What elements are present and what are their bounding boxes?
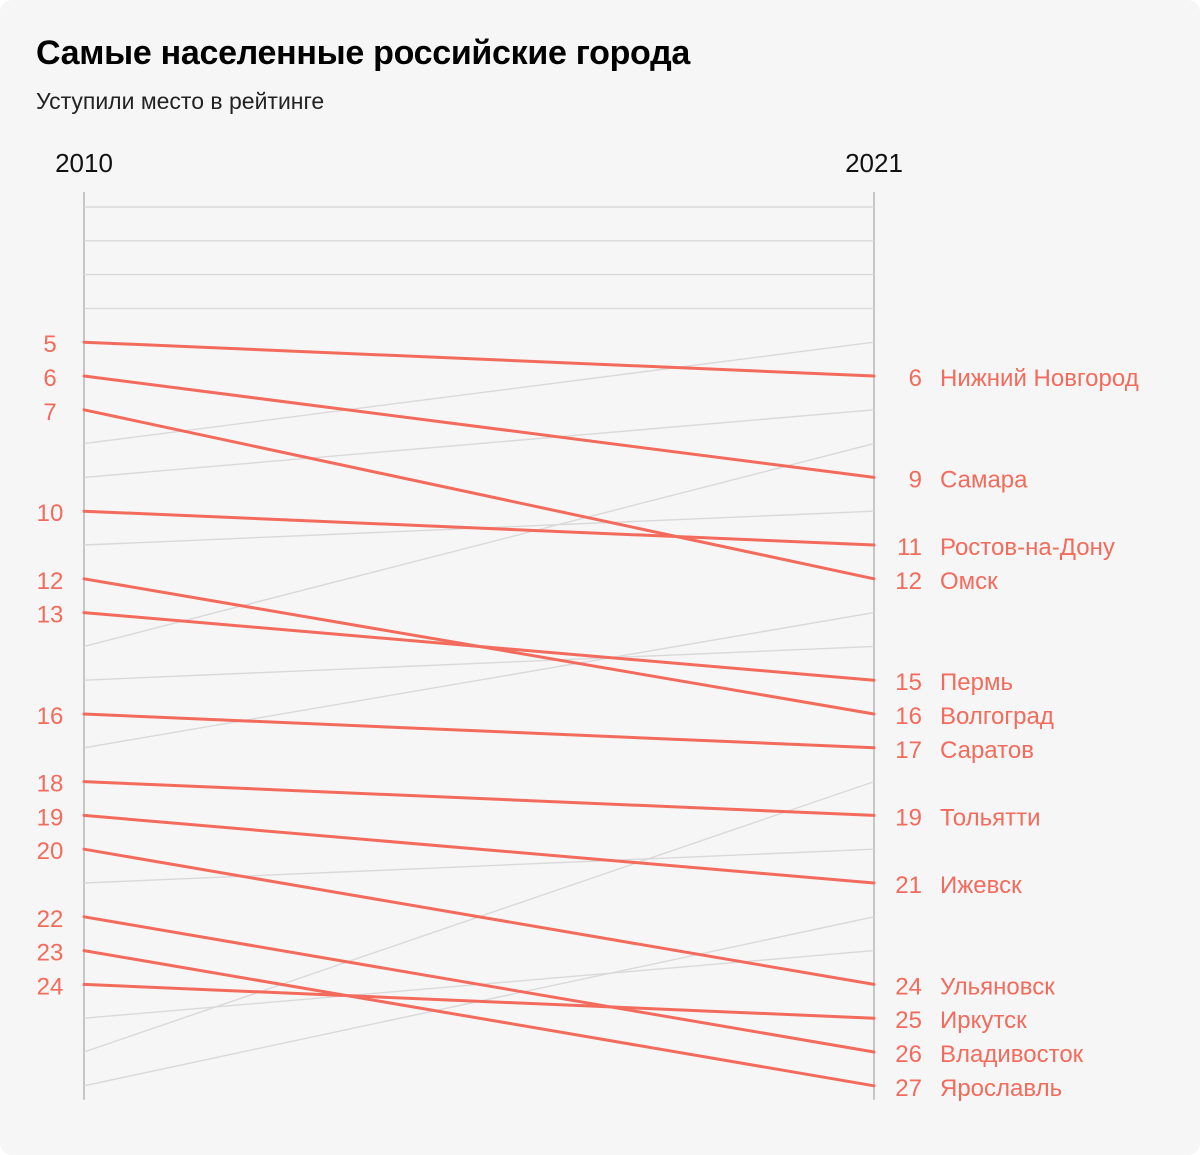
highlight-series-line [82,847,876,986]
background-series-line [83,341,875,445]
rank-label-2021: 6 [909,365,922,392]
background-series-line [83,409,875,479]
background-series-line [83,645,875,681]
rank-label-2021: 24 [895,973,922,1000]
rank-label-2021: 21 [895,872,922,899]
highlight-series-line [82,509,876,547]
city-label: Нижний Новгород [940,365,1139,392]
chart-title: Самые населенные российские города [36,34,690,72]
rank-label-2010: 10 [37,500,64,527]
background-series-line [83,611,875,749]
highlight-series-line [82,949,876,1088]
rank-label-2010: 22 [37,906,64,933]
rank-label-2010: 24 [37,973,64,1000]
rank-label-2010: 12 [37,568,64,595]
highlight-series-line [82,712,876,750]
highlight-series-line [82,982,876,1020]
rank-label-2021: 25 [895,1007,922,1034]
highlight-series-line [82,374,876,479]
city-label: Тольятти [940,804,1041,831]
rank-label-2010: 16 [37,703,64,730]
city-label: Иркутск [940,1007,1027,1034]
rank-label-2010: 5 [43,331,56,358]
city-label: Самара [940,466,1028,493]
rank-label-2010: 20 [37,838,64,865]
chart-subtitle: Уступили место в рейтинге [36,88,325,114]
rank-label-2021: 26 [895,1041,922,1068]
rank-label-2010: 7 [43,399,56,426]
city-label: Ростов-на-Дону [940,534,1115,561]
highlight-series-line [82,611,876,682]
city-label: Омск [940,568,998,595]
rank-label-2021: 12 [895,568,922,595]
rank-label-2021: 11 [897,534,922,561]
highlight-series-line [82,408,876,581]
city-label: Саратов [940,737,1034,764]
rank-label-2010: 19 [37,804,64,831]
rank-label-2021: 27 [895,1075,922,1102]
city-label: Владивосток [940,1041,1084,1068]
rank-label-2021: 9 [909,466,922,493]
rank-label-2010: 18 [37,771,64,798]
year-label-2010: 2010 [55,148,113,178]
city-label: Пермь [940,669,1013,696]
rank-label-2021: 19 [895,804,922,831]
background-series-line [83,442,875,648]
rank-label-2010: 6 [43,365,56,392]
rank-label-2021: 16 [895,703,922,730]
highlight-series-line [82,915,876,1054]
rank-label-2010: 13 [37,602,64,629]
rank-label-2021: 17 [895,737,922,764]
rank-label-2021: 15 [895,669,922,696]
city-label: Ульяновск [940,973,1055,1000]
city-label: Волгоград [940,703,1054,730]
city-label: Ярославль [940,1075,1062,1102]
year-label-2021: 2021 [845,148,903,178]
highlight-series-line [82,340,876,378]
background-series-line [83,848,875,884]
rank-label-2010: 23 [37,940,64,967]
highlight-series-line [82,780,876,817]
highlight-series-line [82,813,876,885]
city-label: Ижевск [940,872,1022,899]
